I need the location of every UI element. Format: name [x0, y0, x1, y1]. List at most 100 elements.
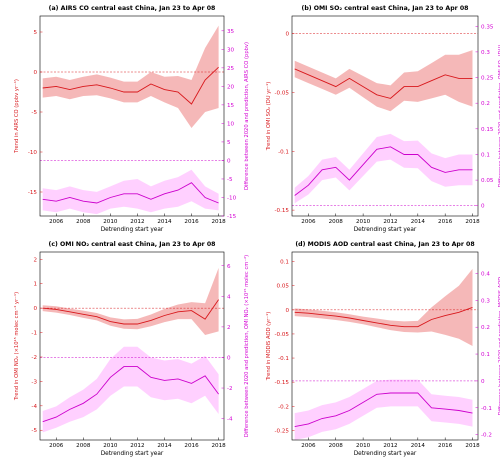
left-y-tick-label: -4 — [31, 404, 37, 410]
left-y-tick-label: -0.05 — [275, 90, 290, 96]
x-tick-label: 2016 — [438, 443, 453, 449]
x-tick-label: 2008 — [76, 219, 91, 225]
left-y-tick-label: -5 — [31, 110, 37, 116]
left-y-tick-label: -3 — [31, 379, 37, 385]
x-tick-label: 2012 — [130, 219, 144, 225]
right-y-axis-label: Difference between 2020 and prediction, … — [498, 45, 500, 188]
left-y-tick-label: -15 — [28, 190, 38, 196]
x-tick-label: 2006 — [301, 443, 316, 449]
x-tick-label: 2012 — [383, 219, 397, 225]
chart-title: (b) OMI SO₂ central east China, Jan 23 t… — [302, 5, 469, 12]
x-tick-label: 2014 — [157, 443, 172, 449]
right-y-tick-label: -15 — [227, 214, 237, 220]
panel-a-airs-co: 2006 2008 2010 2012 2014 2016 2018-15-10-505-1… — [14, 5, 250, 233]
left-y-tick-label: -0.05 — [275, 332, 290, 338]
left-y-tick-label: -0.15 — [275, 208, 290, 214]
left-y-tick-label: 0 — [285, 32, 289, 38]
x-tick-label: 2014 — [157, 219, 172, 225]
right-y-tick-label: 4 — [227, 294, 231, 300]
x-tick-label: 2018 — [465, 443, 480, 449]
left-y-tick-label: 0 — [33, 306, 37, 312]
plot-frame — [291, 251, 479, 441]
right-y-tick-label: 10 — [227, 121, 235, 127]
right-y-tick-label: 35 — [227, 29, 235, 35]
x-tick-label: 2008 — [76, 443, 91, 449]
trend-uncertainty-band — [42, 25, 219, 129]
right-y-tick-label: 2 — [227, 325, 231, 331]
x-tick-label: 2008 — [329, 219, 344, 225]
right-y-tick-label: 0.1 — [481, 152, 490, 158]
right-y-tick-label: 30 — [227, 47, 235, 53]
trend-uncertainty-band — [294, 268, 473, 346]
left-y-tick-label: -0.1 — [278, 356, 289, 362]
difference-series-line — [294, 392, 473, 428]
right-y-tick-label: 0.25 — [481, 76, 494, 82]
right-y-tick-label: -5 — [227, 177, 233, 183]
right-y-axis-label: Difference between 2020 and prediction, … — [244, 255, 250, 437]
right-y-tick-label: 0.2 — [481, 101, 490, 107]
right-y-tick-label: 0.4 — [481, 271, 490, 277]
trend-series-line — [42, 66, 219, 105]
plot-frame — [291, 15, 479, 217]
panel-b-omi-so2: 2006 2008 2010 2012 2014 2016 2018 -0.15 -0.1 -0.… — [266, 5, 500, 233]
left-y-tick-label: 2 — [33, 257, 37, 263]
x-axis-label: Detrending start year — [101, 451, 164, 457]
difference-uncertainty-band — [294, 133, 473, 204]
right-y-tick-label: 0.05 — [481, 178, 494, 184]
x-tick-label: 2016 — [438, 219, 453, 225]
x-tick-label: 2012 — [383, 443, 397, 449]
right-y-tick-label: 5 — [227, 140, 231, 146]
x-tick-label: 2014 — [411, 443, 426, 449]
right-y-tick-label: 0 — [481, 379, 485, 385]
trend-uncertainty-band — [294, 50, 473, 112]
x-tick-label: 2010 — [103, 443, 118, 449]
trend-series-line — [42, 299, 219, 325]
left-y-tick-label: 0.1 — [280, 260, 289, 266]
right-y-tick-label: 0 — [227, 355, 231, 361]
right-y-tick-label: -0.1 — [481, 406, 492, 412]
trend-uncertainty-band — [42, 267, 219, 335]
x-tick-label: 2016 — [184, 443, 199, 449]
right-y-axis-label: Difference between 2020 and prediction, … — [244, 42, 250, 190]
right-y-tick-label: 0.2 — [481, 325, 490, 331]
right-y-tick-label: -4 — [227, 417, 233, 423]
x-tick-label: 2010 — [356, 443, 371, 449]
right-y-tick-label: -2 — [227, 386, 233, 392]
x-axis-label: Detrending start year — [354, 227, 417, 233]
x-tick-label: 2016 — [184, 219, 199, 225]
left-y-tick-label: -2 — [31, 355, 37, 361]
difference-series-line — [42, 366, 219, 423]
left-y-tick-label: 1 — [33, 282, 37, 288]
right-y-tick-label: 0.35 — [481, 24, 494, 30]
right-y-tick-label: 15 — [227, 103, 235, 109]
x-tick-label: 2006 — [49, 219, 64, 225]
x-tick-label: 2010 — [103, 219, 118, 225]
left-y-axis-label: Trend in MODIS AOD (yr⁻¹) — [266, 312, 272, 382]
right-y-tick-label: 20 — [227, 84, 235, 90]
plot-frame — [39, 251, 225, 441]
x-axis-label: Detrending start year — [101, 227, 164, 233]
plot-frame — [39, 15, 225, 217]
difference-uncertainty-band — [42, 346, 219, 433]
left-y-tick-label: -5 — [31, 428, 37, 434]
x-tick-label: 2006 — [49, 443, 64, 449]
right-y-axis-label: Difference between 2020 and prediction, … — [498, 277, 500, 416]
chart-title: (c) OMI NO₂ central east China, Jan 23 t… — [49, 241, 216, 248]
left-y-tick-label: -0.1 — [278, 149, 289, 155]
left-y-axis-label: Trend in AIRS CO (ppbv yr⁻¹) — [14, 79, 20, 154]
right-y-tick-label: 0 — [481, 204, 485, 210]
right-y-tick-label: 0.15 — [481, 127, 494, 133]
right-y-tick-label: 6 — [227, 264, 231, 270]
right-y-tick-label: 0.3 — [481, 50, 490, 56]
x-tick-label: 2008 — [329, 443, 344, 449]
left-y-axis-label: Trend in OMI NO₂ (×10¹⁵ molec cm⁻² yr⁻¹) — [14, 292, 20, 401]
left-y-tick-label: 0 — [285, 308, 289, 314]
x-tick-label: 2012 — [130, 443, 144, 449]
difference-series-line — [42, 182, 219, 204]
x-tick-label: 2018 — [211, 443, 226, 449]
difference-series-line — [294, 146, 473, 196]
left-y-tick-label: 5 — [33, 30, 37, 36]
x-axis-label: Detrending start year — [354, 451, 417, 457]
panel-d-modis-aod: 2006 2008 2010 2012 2014 2016 2018 -0.25 -0.2 -0.… — [266, 241, 500, 457]
